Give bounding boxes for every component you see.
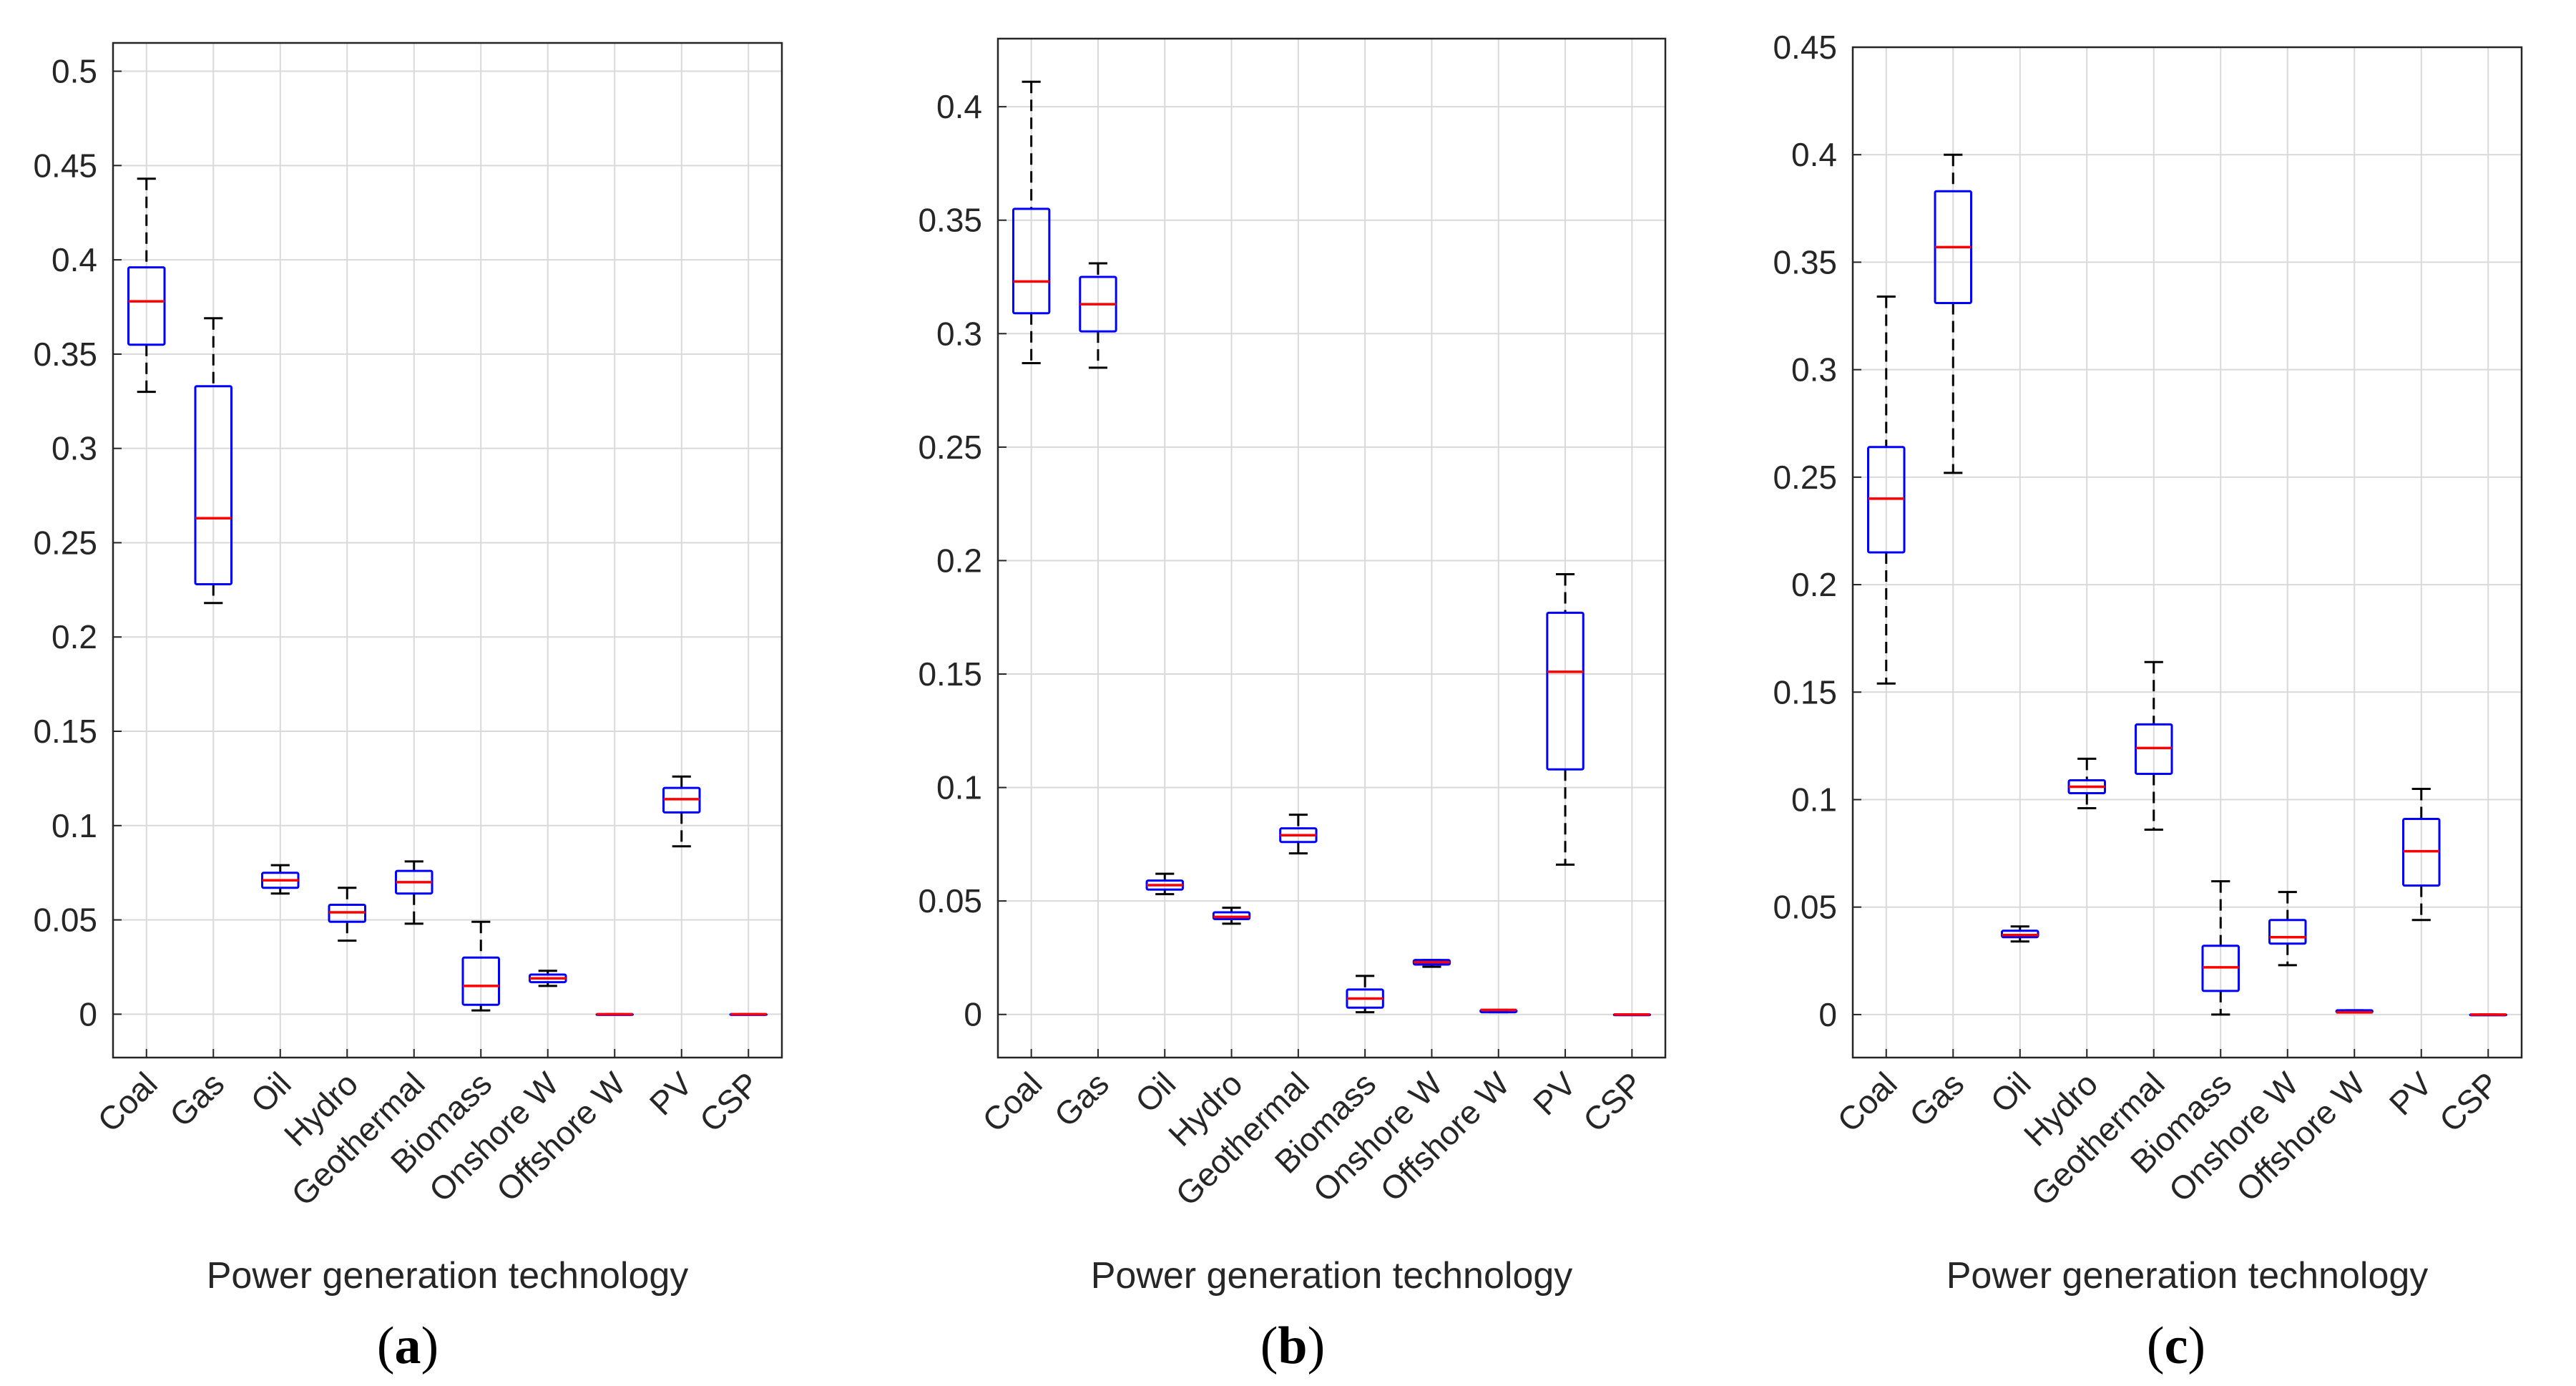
y-tick-label: 0.35 — [33, 336, 97, 373]
y-tick-label: 0.5 — [52, 53, 97, 90]
y-tick-label: 0.15 — [1773, 673, 1837, 711]
y-tick-label: 0.15 — [918, 655, 982, 693]
box-geothermal — [395, 860, 434, 925]
box-geothermal — [1279, 814, 1318, 855]
iqr-box — [1546, 611, 1585, 771]
x-axis-label: Power generation technology — [207, 1255, 689, 1297]
y-tick-label: 0.45 — [33, 147, 97, 184]
box-hydro — [328, 887, 366, 942]
box-coal — [1012, 80, 1051, 365]
panel-label: (b) — [1260, 1317, 1325, 1375]
y-tick-label: 0.2 — [52, 618, 97, 655]
box-hydro — [1212, 907, 1251, 925]
box-oil — [2001, 925, 2039, 943]
panel-label: (a) — [377, 1317, 439, 1375]
box-pv — [662, 775, 701, 848]
y-tick-label: 0.3 — [1791, 351, 1837, 389]
panel-a: 00.050.10.150.20.250.30.350.40.450.5Coal… — [33, 42, 783, 1375]
x-axis-label: Power generation technology — [1946, 1255, 2429, 1297]
box-coal — [127, 177, 166, 394]
box-biomass — [1346, 975, 1384, 1014]
box-biomass — [461, 920, 500, 1012]
y-tick-label: 0.2 — [936, 542, 982, 579]
box-offshore-w — [595, 1012, 634, 1016]
y-tick-label: 0.15 — [33, 713, 97, 750]
box-csp — [729, 1012, 768, 1016]
box-onshore-w — [1412, 959, 1451, 968]
x-axis-label: Power generation technology — [1091, 1255, 1573, 1297]
iqr-box — [127, 266, 166, 346]
y-tick-label: 0 — [964, 996, 982, 1033]
iqr-box — [1012, 208, 1051, 315]
y-tick-label: 0 — [79, 995, 97, 1033]
box-onshore-w — [529, 970, 567, 987]
box-offshore-w — [2335, 1009, 2374, 1014]
y-tick-label: 0.3 — [52, 430, 97, 467]
y-tick-label: 0.1 — [52, 807, 97, 844]
plot-area — [1853, 47, 2522, 1058]
y-tick-label: 0.1 — [1791, 781, 1837, 818]
y-tick-label: 0.05 — [1773, 889, 1837, 926]
y-tick-label: 0.05 — [918, 882, 982, 919]
y-tick-label: 0.25 — [918, 429, 982, 466]
y-tick-label: 0.35 — [918, 202, 982, 239]
box-offshore-w — [1479, 1008, 1518, 1014]
box-biomass — [2201, 880, 2240, 1016]
plot-area — [113, 43, 782, 1058]
box-geothermal — [2135, 660, 2173, 831]
y-tick-label: 0.05 — [33, 902, 97, 939]
box-hydro — [2067, 757, 2106, 810]
y-tick-label: 0.2 — [1791, 566, 1837, 603]
plot-area — [998, 39, 1665, 1058]
box-onshore-w — [2268, 891, 2307, 967]
y-tick-label: 0.4 — [1791, 136, 1837, 173]
box-gas — [194, 317, 232, 605]
box-gas — [1079, 262, 1117, 369]
axes-frame — [1851, 46, 2523, 1059]
y-tick-label: 0.35 — [1773, 243, 1837, 280]
y-tick-label: 0.25 — [33, 524, 97, 561]
axes-frame — [996, 37, 1667, 1059]
y-tick-label: 0.3 — [936, 315, 982, 352]
box-oil — [1145, 872, 1184, 896]
box-pv — [1546, 572, 1585, 866]
y-tick-label: 0.4 — [52, 241, 97, 278]
box-oil — [261, 864, 300, 895]
iqr-box — [461, 956, 500, 1006]
axes-frame — [112, 42, 783, 1059]
panel-label: (c) — [2147, 1317, 2205, 1375]
box-pv — [2402, 787, 2441, 922]
box-gas — [1934, 153, 1972, 474]
y-tick-label: 0.4 — [936, 88, 982, 125]
y-tick-label: 0.45 — [1773, 29, 1837, 66]
y-tick-label: 0 — [1818, 996, 1837, 1033]
iqr-box — [2268, 919, 2307, 945]
box-coal — [1867, 295, 1906, 685]
y-tick-label: 0.1 — [936, 769, 982, 806]
iqr-box — [194, 385, 232, 585]
y-tick-label: 0.25 — [1773, 459, 1837, 496]
